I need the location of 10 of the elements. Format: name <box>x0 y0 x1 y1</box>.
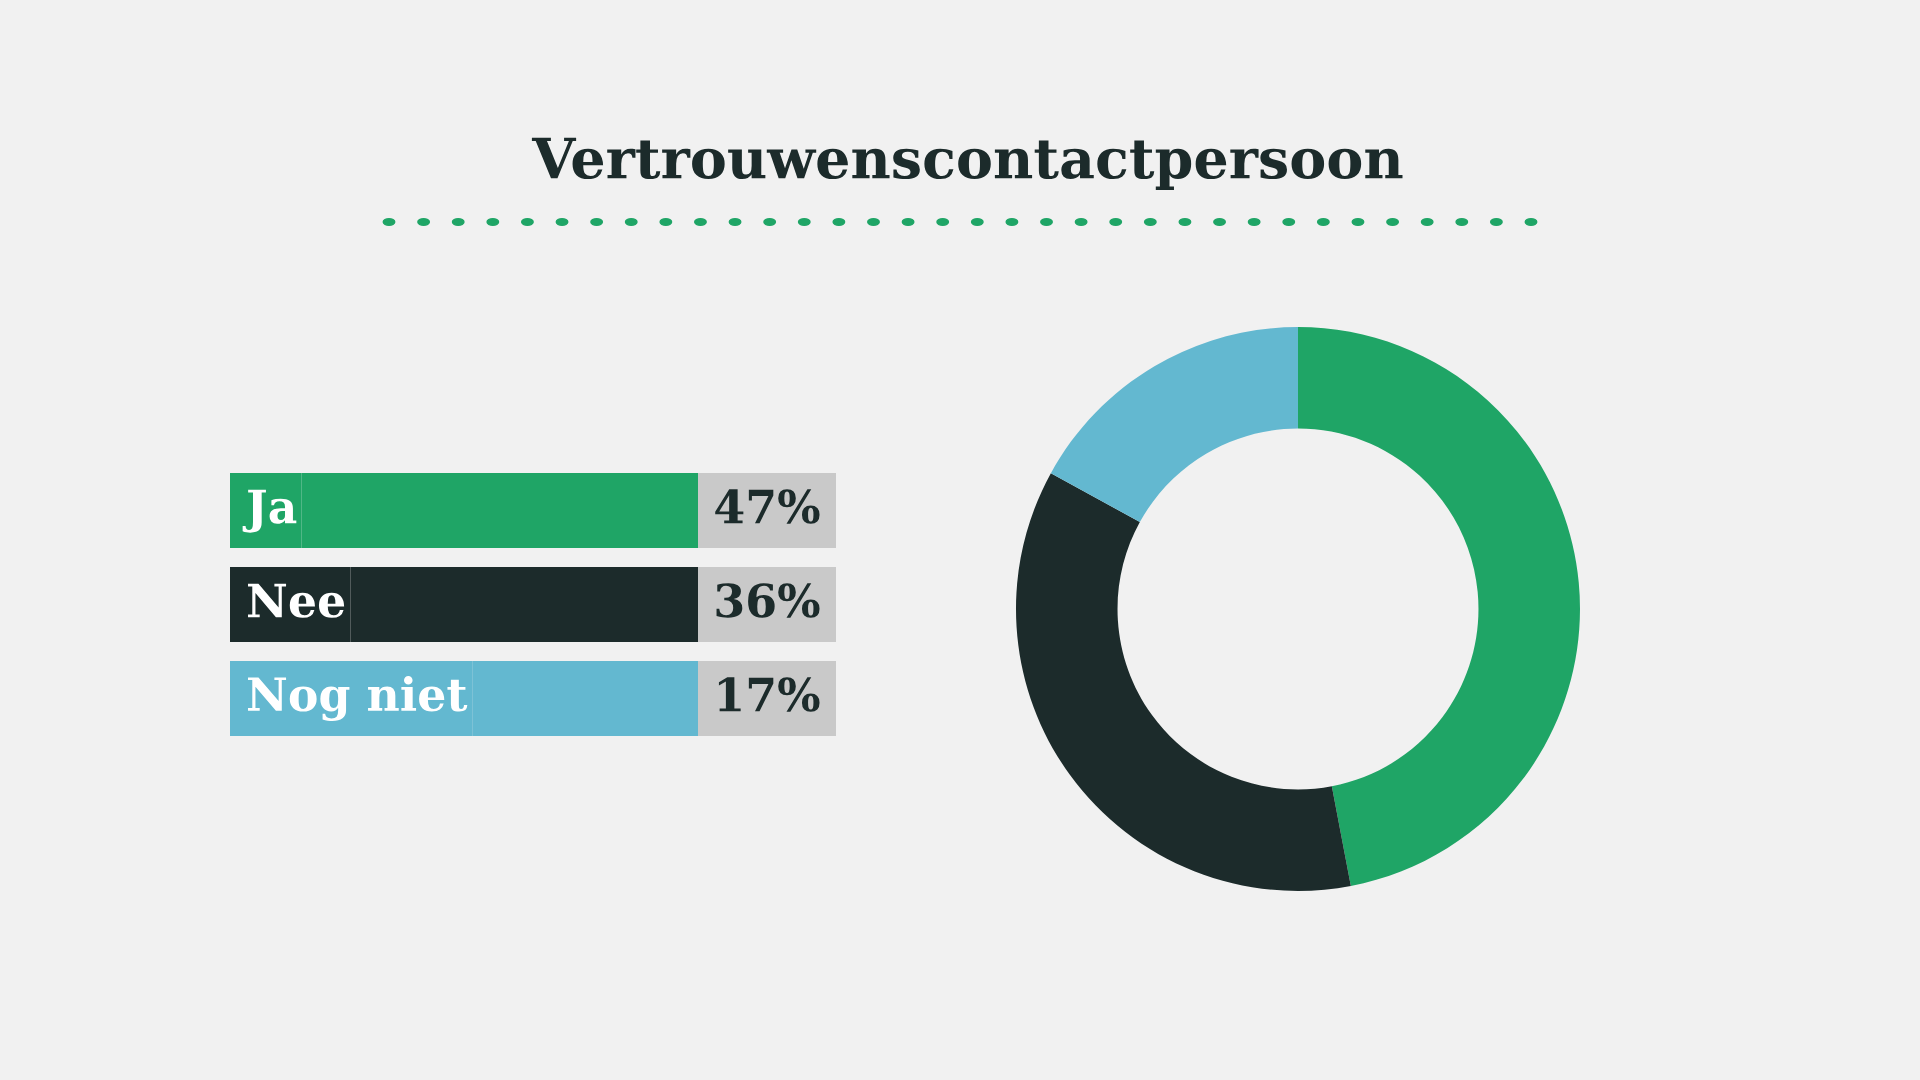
data-label: 17% <box>718 677 820 712</box>
legend-label: Nee <box>248 583 345 618</box>
legend-label: Nog niet <box>248 676 468 721</box>
data-label: 36% <box>716 583 820 618</box>
data-label: 47% <box>715 489 820 524</box>
donut-slice <box>1050 327 1298 523</box>
legend-label: Ja <box>242 489 297 533</box>
donut-slice <box>1016 473 1351 891</box>
donut-slice <box>1298 327 1580 887</box>
chart-title: Vertrouwenscontactpersoon <box>531 137 1403 190</box>
